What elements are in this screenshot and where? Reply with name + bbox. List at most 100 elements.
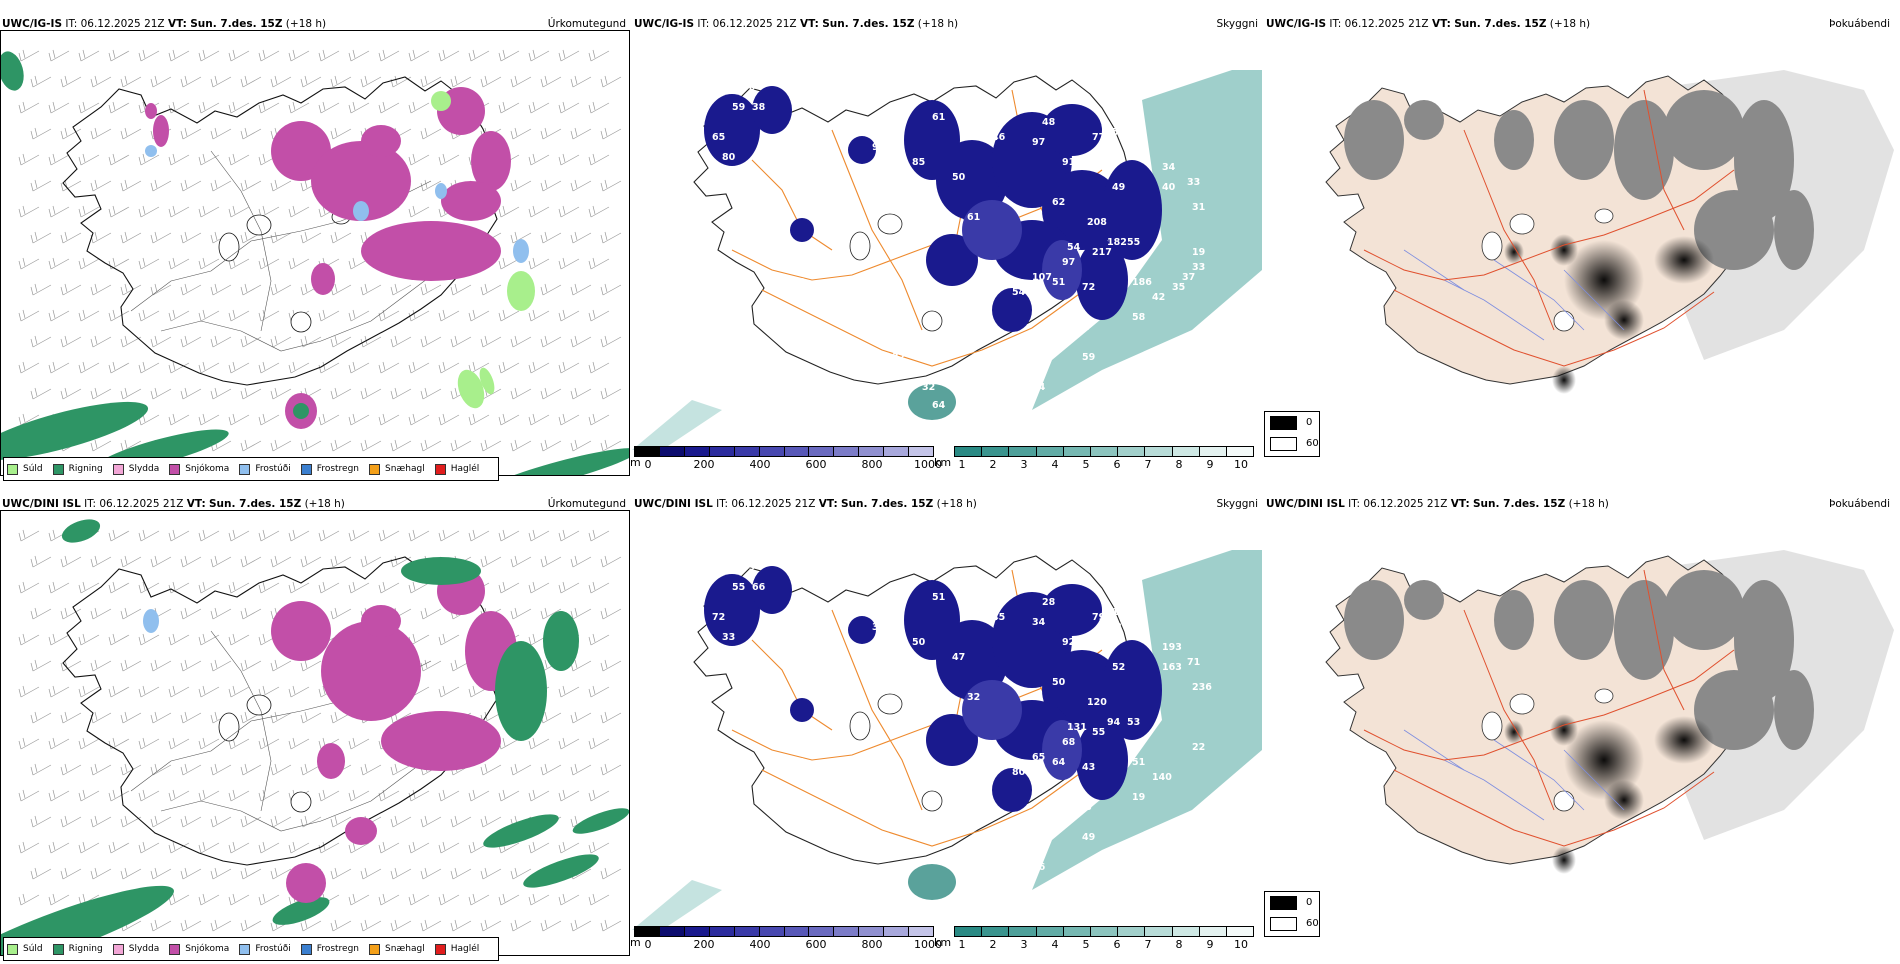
wind-barb	[570, 711, 592, 724]
legend-swatch	[300, 463, 312, 475]
cloudbase-label: 66	[762, 632, 776, 643]
wind-barb	[390, 387, 412, 400]
rain-area	[401, 557, 481, 585]
colorbar-tick: 800	[861, 938, 883, 951]
cloudbase-label: 64	[932, 400, 946, 411]
cloudbase-label: 86	[1032, 862, 1046, 873]
wind-barb	[588, 529, 610, 542]
wind-barb	[288, 361, 310, 374]
wind-barb	[48, 581, 70, 594]
cloudbase-label: 72	[712, 612, 725, 623]
init-time: 06.12.2025 21Z	[80, 18, 165, 30]
wind-barb	[558, 893, 580, 906]
model-name: UWC/IG-IS	[2, 18, 63, 30]
low-cloud-area	[936, 140, 1008, 220]
wind-barb	[600, 867, 622, 880]
wind-barb	[30, 283, 52, 296]
low-cloud-area	[992, 768, 1032, 812]
wind-barb	[108, 841, 130, 854]
cloudbase-label: 19	[1132, 792, 1145, 803]
colorbar-cell	[784, 927, 810, 936]
lead-time: (+18 h)	[304, 498, 345, 510]
wind-barb	[18, 581, 40, 594]
legend-swatch	[434, 463, 446, 475]
cloudbase-label: 33	[1187, 177, 1200, 188]
cloudbase-label: 45	[1132, 132, 1145, 143]
wind-barb	[198, 153, 220, 166]
low-cloud-area	[790, 698, 814, 722]
colorbar-cell	[1172, 447, 1200, 456]
wind-barb	[378, 893, 400, 906]
wind-barb	[270, 387, 292, 400]
wind-barb	[168, 581, 190, 594]
cloudbase-label: 50	[912, 637, 926, 648]
river	[1493, 739, 1585, 811]
colorbar-cell	[759, 927, 785, 936]
colorbar-tick: 2	[989, 938, 997, 951]
valid-time: Sun. 7.des. 15Z	[209, 498, 302, 510]
legend-label: Slydda	[128, 464, 160, 474]
fog-core	[1504, 720, 1524, 744]
panel-title: Skyggni	[1216, 498, 1259, 510]
wind-barb	[360, 75, 382, 88]
wind-barb	[390, 763, 412, 776]
wind-barb	[288, 257, 310, 270]
wind-barb	[78, 685, 100, 698]
wind-barb	[468, 309, 490, 322]
colorbar-cell	[784, 447, 810, 456]
wind-barb	[348, 581, 370, 594]
wind-barb	[228, 49, 250, 62]
cloudbase-label: 51	[932, 592, 945, 603]
wind-barb	[78, 257, 100, 270]
low-cloud-area	[962, 680, 1022, 740]
legend-item: Rigning	[52, 463, 103, 475]
rain-area	[272, 897, 330, 925]
cloudbase-label: 107	[1032, 272, 1052, 283]
wind-barb	[420, 815, 442, 828]
fog-core	[1550, 234, 1578, 266]
wind-barb	[600, 439, 622, 452]
freezing-drizzle-area	[143, 609, 159, 633]
wind-barb	[138, 737, 160, 750]
wind-barb	[168, 361, 190, 374]
panel-title: Þokuábendi	[1829, 18, 1890, 30]
river	[1403, 249, 1465, 291]
fog-core	[1604, 300, 1644, 340]
cloudbase-label: 51	[1132, 757, 1145, 768]
wind-barb	[570, 387, 592, 400]
wind-barb	[228, 789, 250, 802]
wind-barb	[150, 179, 172, 192]
wind-barb	[360, 867, 382, 880]
wind-barb	[108, 789, 130, 802]
wind-barb	[348, 413, 370, 426]
wind-barb	[450, 919, 472, 932]
cloudbase-label: 42	[1152, 292, 1165, 303]
glacier-outline	[849, 711, 871, 741]
wind-barb	[210, 179, 232, 192]
colorbar-cell	[859, 927, 885, 936]
wind-barb	[558, 49, 580, 62]
cloudbase-label: 186	[1132, 277, 1152, 288]
wind-barb	[198, 633, 220, 646]
wind-barb	[558, 257, 580, 270]
wind-barb	[168, 685, 190, 698]
colorbar-tick: 9	[1206, 938, 1214, 951]
wind-barb	[168, 309, 190, 322]
wind-barb	[558, 737, 580, 750]
wind-barb	[408, 153, 430, 166]
wind-barb	[510, 387, 532, 400]
wind-barb	[510, 867, 532, 880]
wind-barb	[180, 75, 202, 88]
cloudbase-panel-row1: UWC/IG-IS IT: 06.12.2025 21Z VT: Sun. 7.…	[630, 14, 1262, 484]
wind-barb	[240, 867, 262, 880]
wind-barb	[510, 607, 532, 620]
colorbar-cell	[909, 447, 934, 456]
wind-barbs	[18, 529, 622, 932]
wind-barb	[210, 763, 232, 776]
rain-area	[61, 519, 101, 543]
cloudbase-label: 69	[762, 192, 775, 203]
wind-barb	[408, 893, 430, 906]
wind-barb	[498, 789, 520, 802]
panel-header: UWC/DINI ISL IT: 06.12.2025 21Z VT: Sun.…	[1264, 494, 1894, 514]
wind-barb	[78, 581, 100, 594]
